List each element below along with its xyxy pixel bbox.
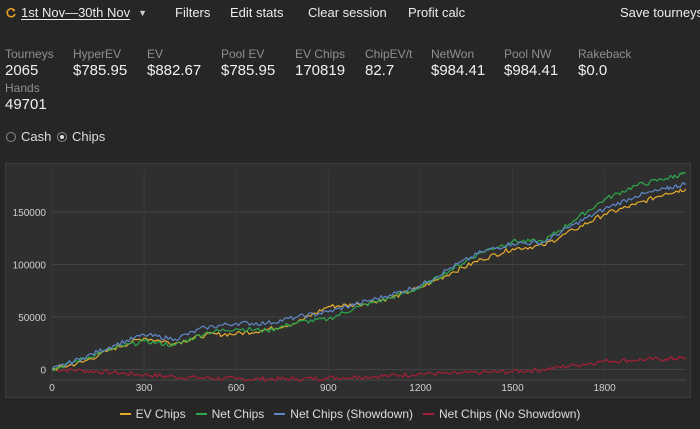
legend-item-net-chips-showdown[interactable]: Net Chips (Showdown) [274, 407, 413, 421]
y-axis-ticks: 0 50000 100000 150000 [13, 208, 47, 377]
stat-label: HyperEV [73, 47, 122, 61]
stat-ev-chips: EV Chips 170819 [295, 47, 345, 80]
stat-value: $0.0 [578, 62, 608, 79]
series-line-net-chips-showdown [51, 182, 687, 370]
stat-pool-nw: Pool NW $984.41 [504, 47, 558, 80]
legend-swatch [195, 413, 207, 415]
date-range-label: 1st Nov—30th Nov [21, 5, 131, 20]
stat-label: Pool NW [504, 47, 552, 61]
chart-area: 0 50000 100000 150000 0 300 600 900 1200 1500 180… [5, 163, 691, 398]
refresh-icon [6, 7, 16, 18]
line-chart: 0 50000 100000 150000 0 300 600 900 1200 1500 180… [13, 170, 687, 394]
stat-rakeback: Rakeback $0.0 [578, 47, 631, 80]
stat-value: $882.67 [147, 62, 202, 79]
x-tick-label: 1800 [594, 383, 617, 394]
legend-label: EV Chips [135, 407, 186, 421]
legend-label: Net Chips (Showdown) [290, 407, 414, 421]
radio-circle-icon [6, 131, 16, 142]
edit-stats-button[interactable]: Edit stats [230, 5, 284, 20]
series-line-net-chips-no-showdown [51, 355, 687, 382]
radio-selected-icon [57, 131, 67, 142]
stat-value: 2065 [5, 62, 39, 79]
stat-value: $785.95 [73, 62, 128, 79]
y-tick-label: 100000 [13, 261, 47, 272]
stat-label: Pool EV [221, 47, 265, 61]
x-tick-label: 1500 [501, 383, 524, 394]
x-tick-label: 600 [228, 383, 245, 394]
stat-value: 82.7 [365, 62, 395, 79]
legend-item-net-chips-no-showdown[interactable]: Net Chips (No Showdown) [423, 407, 580, 421]
stat-value: $984.41 [504, 62, 559, 79]
legend-swatch [119, 413, 131, 415]
toolbar: 1st Nov—30th Nov ▼ Filters Edit stats Cl… [0, 0, 700, 26]
stat-label: EV Chips [295, 47, 346, 61]
stat-label: Hands [5, 81, 40, 95]
stat-value: 49701 [5, 96, 47, 113]
chips-radio-label: Chips [72, 129, 106, 144]
filters-button[interactable]: Filters [175, 5, 211, 20]
legend-item-net-chips[interactable]: Net Chips [195, 407, 265, 421]
series-line-net-chips [51, 171, 686, 372]
chevron-down-icon: ▼ [138, 7, 148, 18]
cash-radio[interactable]: Cash [6, 129, 51, 144]
x-axis-ticks: 0 300 600 900 1200 1500 1800 [49, 383, 616, 394]
legend-swatch [274, 413, 286, 415]
chart-series [51, 171, 687, 382]
stat-tourneys: Tourneys 2065 [5, 47, 54, 80]
legend-label: Net Chips [211, 407, 265, 421]
chart-grid [51, 170, 686, 381]
y-tick-label: 50000 [18, 313, 46, 324]
profit-calc-button[interactable]: Profit calc [408, 5, 466, 20]
stat-label: ChipEV/t [365, 47, 413, 61]
legend-swatch [423, 413, 435, 415]
stat-ev: EV $882.67 [147, 47, 201, 80]
stat-value: $984.41 [431, 62, 486, 79]
stat-value: $785.95 [221, 62, 276, 79]
cash-radio-label: Cash [21, 129, 52, 144]
stat-chipev-per-t: ChipEV/t 82.7 [365, 47, 412, 80]
stat-label: Tourneys [5, 47, 54, 61]
stat-label: Rakeback [578, 47, 632, 61]
x-tick-label: 1200 [409, 383, 432, 394]
date-range-selector[interactable]: 1st Nov—30th Nov ▼ [5, 5, 147, 20]
chart-legend: EV Chips Net Chips Net Chips (Showdown) … [0, 407, 700, 421]
clear-session-button[interactable]: Clear session [308, 5, 387, 20]
legend-label: Net Chips (No Showdown) [439, 407, 581, 421]
stat-netwon: NetWon $984.41 [431, 47, 485, 80]
save-tourneys-button[interactable]: Save tourneys [620, 5, 700, 20]
legend-item-ev-chips[interactable]: EV Chips [119, 407, 186, 421]
stat-hands: Hands 49701 [5, 81, 47, 114]
x-tick-label: 300 [136, 383, 153, 394]
x-tick-label: 0 [49, 383, 55, 394]
stat-pool-ev: Pool EV $785.95 [221, 47, 275, 80]
stat-label: NetWon [431, 47, 475, 61]
y-tick-label: 0 [40, 366, 46, 377]
x-tick-label: 900 [320, 383, 337, 394]
stat-hyperev: HyperEV $785.95 [73, 47, 127, 80]
chips-radio[interactable]: Chips [57, 129, 105, 144]
stat-value: 170819 [295, 62, 346, 79]
y-tick-label: 150000 [13, 208, 47, 219]
stat-label: EV [147, 47, 164, 61]
series-line-ev-chips [51, 188, 687, 371]
